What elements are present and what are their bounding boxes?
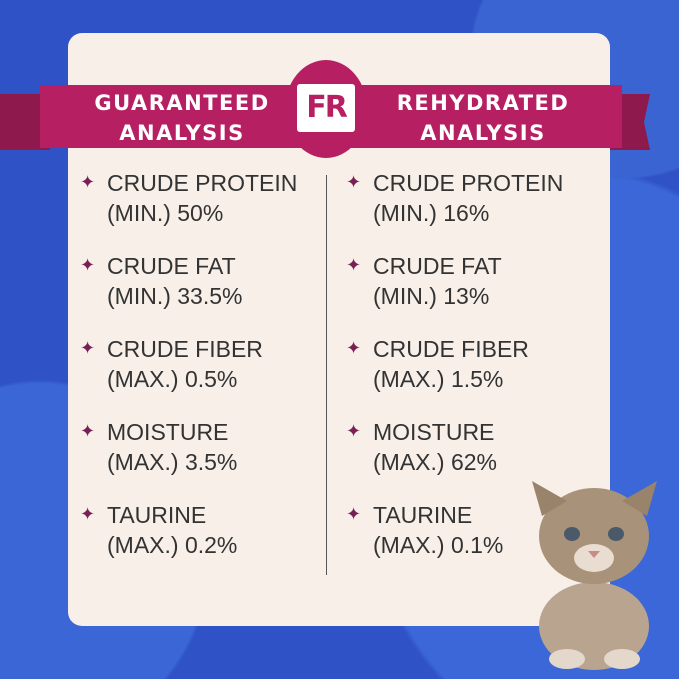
nutrient-name: CRUDE FAT [107,253,236,279]
nutrient-value: (MAX.) 1.5% [373,366,504,392]
rehydrated-nutrient-item: CRUDE FAT (MIN.) 13% [373,251,502,311]
nutrient-name: CRUDE PROTEIN [107,170,298,196]
star-bullet-icon: ✦ [80,421,96,441]
guaranteed-analysis-title: GUARANTEED ANALYSIS [82,88,282,148]
guaranteed-nutrient-item: CRUDE FIBER (MAX.) 0.5% [107,334,263,394]
star-bullet-icon: ✦ [80,504,96,524]
nutrient-value: (MAX.) 62% [373,449,497,475]
star-bullet-icon: ✦ [346,338,362,358]
nutrient-value: (MIN.) 33.5% [107,283,243,309]
nutrient-name: CRUDE FAT [373,253,502,279]
nutrient-name: CRUDE FIBER [373,336,529,362]
star-bullet-icon: ✦ [80,172,96,192]
nutrient-value: (MAX.) 3.5% [107,449,238,475]
nutrient-value: (MAX.) 0.1% [373,532,504,558]
column-divider [326,175,327,575]
nutrient-value: (MIN.) 50% [107,200,224,226]
nutrient-value: (MIN.) 13% [373,283,490,309]
star-bullet-icon: ✦ [80,255,96,275]
star-bullet-icon: ✦ [346,172,362,192]
guaranteed-title-line-1: GUARANTEED [94,91,270,115]
guaranteed-nutrient-item: CRUDE FAT (MIN.) 33.5% [107,251,242,311]
rehydrated-nutrient-item: CRUDE PROTEIN (MIN.) 16% [373,168,563,228]
guaranteed-nutrient-item: TAURINE (MAX.) 0.2% [107,500,237,560]
nutrient-name: CRUDE FIBER [107,336,263,362]
kitten-image [532,481,657,670]
guaranteed-title-line-2: ANALYSIS [119,121,245,145]
rehydrated-title-line-1: REHYDRATED [396,91,570,115]
star-bullet-icon: ✦ [346,504,362,524]
rehydrated-title-line-2: ANALYSIS [420,121,546,145]
rehydrated-nutrient-item: CRUDE FIBER (MAX.) 1.5% [373,334,529,394]
nutrient-name: MOISTURE [373,419,495,445]
nutrient-name: CRUDE PROTEIN [373,170,564,196]
nutrient-name: TAURINE [373,502,473,528]
rehydrated-analysis-title: REHYDRATED ANALYSIS [383,88,583,148]
nutrient-name: TAURINE [107,502,207,528]
brand-logo: FR [297,84,355,132]
nutrient-value: (MIN.) 16% [373,200,490,226]
rehydrated-nutrient-item: TAURINE (MAX.) 0.1% [373,500,503,560]
guaranteed-nutrient-item: CRUDE PROTEIN (MIN.) 50% [107,168,297,228]
guaranteed-nutrient-item: MOISTURE (MAX.) 3.5% [107,417,237,477]
star-bullet-icon: ✦ [346,255,362,275]
star-bullet-icon: ✦ [346,421,362,441]
nutrient-name: MOISTURE [107,419,229,445]
rehydrated-nutrient-item: MOISTURE (MAX.) 62% [373,417,497,477]
star-bullet-icon: ✦ [80,338,96,358]
nutrient-value: (MAX.) 0.5% [107,366,238,392]
nutrient-value: (MAX.) 0.2% [107,532,238,558]
